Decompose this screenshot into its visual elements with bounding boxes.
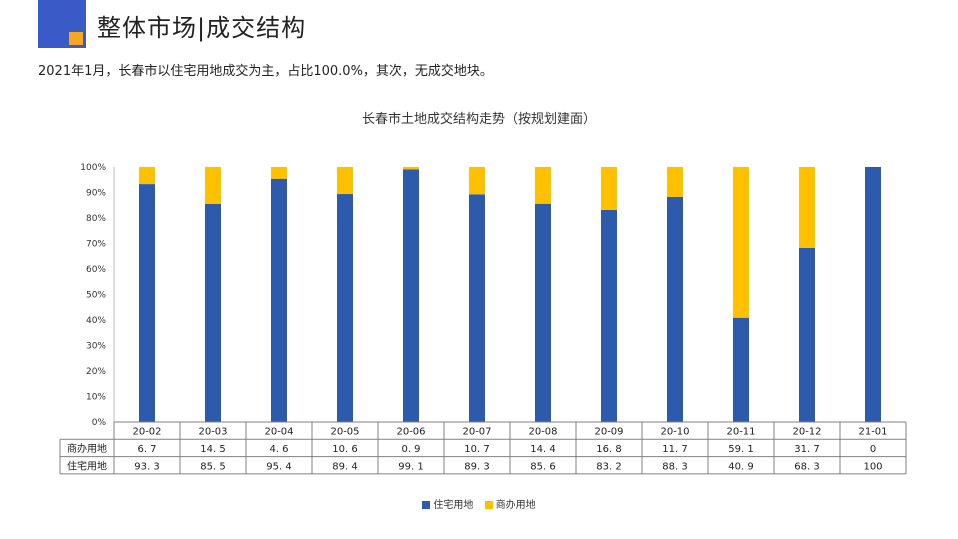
x-tick-label: 21-01 xyxy=(858,427,887,438)
legend-item-residential: 住宅用地 xyxy=(422,496,473,511)
table-row-header: 商办用地 xyxy=(67,442,107,455)
bar-residential xyxy=(271,178,287,422)
x-tick-label: 20-10 xyxy=(660,427,689,438)
chart-legend: 住宅用地 商办用地 xyxy=(0,496,958,511)
data-label: 88. 3 xyxy=(662,461,687,472)
data-label: 85. 6 xyxy=(530,461,555,472)
data-label: 10. 7 xyxy=(464,444,489,455)
data-label: 83. 2 xyxy=(596,461,621,472)
bar-residential xyxy=(535,203,551,422)
y-tick-label: 70% xyxy=(86,240,106,250)
legend-swatch-residential xyxy=(422,501,431,509)
bar-commercial xyxy=(799,167,815,248)
data-label: 14. 5 xyxy=(200,444,225,455)
legend-item-commercial: 商办用地 xyxy=(484,496,536,511)
bar-residential xyxy=(139,184,155,422)
legend-label-residential: 住宅用地 xyxy=(433,500,474,511)
data-label: 14. 4 xyxy=(530,444,555,455)
bar-residential xyxy=(865,167,881,422)
data-label: 16. 8 xyxy=(596,444,621,455)
data-label: 11. 7 xyxy=(662,444,687,455)
x-tick-label: 20-05 xyxy=(330,427,359,438)
x-tick-label: 20-06 xyxy=(396,427,425,438)
bar-commercial xyxy=(469,167,485,195)
x-tick-label: 20-09 xyxy=(594,427,623,438)
data-label: 85. 5 xyxy=(200,461,225,472)
bar-residential xyxy=(799,247,815,422)
logo-accent-square xyxy=(69,32,83,45)
data-label: 93. 3 xyxy=(134,461,159,472)
y-tick-label: 0% xyxy=(92,418,107,428)
data-label: 89. 4 xyxy=(332,461,357,472)
table-row-header: 住宅用地 xyxy=(67,459,107,472)
bar-residential xyxy=(403,169,419,422)
x-tick-label: 20-08 xyxy=(528,427,557,438)
y-tick-label: 30% xyxy=(86,342,106,352)
y-tick-label: 60% xyxy=(86,265,106,275)
page-title: 整体市场|成交结构 xyxy=(97,14,307,42)
x-tick-label: 20-04 xyxy=(264,427,293,438)
data-label: 0 xyxy=(870,444,876,455)
data-label: 10. 6 xyxy=(332,444,357,455)
bar-commercial xyxy=(271,167,287,179)
y-tick-label: 100% xyxy=(80,163,106,173)
y-tick-label: 50% xyxy=(86,291,106,301)
bar-residential xyxy=(601,209,617,422)
y-tick-label: 20% xyxy=(86,367,106,377)
data-label: 31. 7 xyxy=(794,444,819,455)
data-label: 6. 7 xyxy=(137,444,156,455)
data-label: 4. 6 xyxy=(269,444,288,455)
data-label: 99. 1 xyxy=(398,461,423,472)
x-tick-label: 20-12 xyxy=(792,427,821,438)
bar-commercial xyxy=(733,167,749,318)
legend-swatch-commercial xyxy=(484,501,493,509)
bar-commercial xyxy=(403,167,419,170)
legend-label-commercial: 商办用地 xyxy=(495,500,536,511)
bar-residential xyxy=(469,194,485,422)
bar-residential xyxy=(337,194,353,422)
y-tick-label: 40% xyxy=(86,316,106,326)
y-tick-label: 10% xyxy=(86,393,106,403)
bar-commercial xyxy=(667,167,683,197)
chart-title: 长春市土地成交结构走势（按规划建面） xyxy=(361,112,596,127)
y-tick-label: 90% xyxy=(86,189,106,199)
bar-commercial xyxy=(601,167,617,210)
bar-commercial xyxy=(535,167,551,204)
data-label: 95. 4 xyxy=(266,461,291,472)
data-label: 59. 1 xyxy=(728,444,753,455)
data-label: 68. 3 xyxy=(794,461,819,472)
summary-text: 2021年1月，长春市以住宅用地成交为主，占比100.0%，其次，无成交地块。 xyxy=(38,64,493,79)
x-tick-label: 20-07 xyxy=(462,427,491,438)
bar-residential xyxy=(733,317,749,422)
data-label: 89. 3 xyxy=(464,461,489,472)
bar-commercial xyxy=(205,167,221,204)
data-label: 40. 9 xyxy=(728,461,753,472)
bar-residential xyxy=(205,203,221,422)
x-tick-label: 20-03 xyxy=(198,427,227,438)
bar-commercial xyxy=(139,167,155,185)
data-label: 0. 9 xyxy=(401,444,420,455)
bar-commercial xyxy=(337,167,353,195)
x-tick-label: 20-02 xyxy=(132,427,161,438)
x-tick-label: 20-11 xyxy=(726,427,755,438)
data-label: 100 xyxy=(863,461,882,472)
bar-residential xyxy=(667,196,683,422)
y-tick-label: 80% xyxy=(86,214,106,224)
